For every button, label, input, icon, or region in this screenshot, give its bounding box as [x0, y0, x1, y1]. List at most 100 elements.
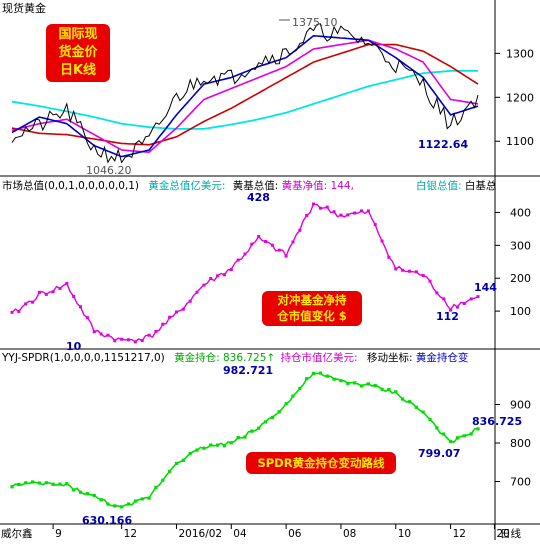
- x-tick-label: 12: [124, 528, 137, 540]
- panel3-series: [10, 371, 480, 509]
- panel1-y-axis: 1300 1200 1100: [495, 47, 534, 148]
- spdr-holdings-point: [448, 439, 453, 444]
- spdr-holdings-point: [78, 490, 83, 494]
- net-value-point: [332, 210, 336, 214]
- spdr-holdings-point: [195, 448, 199, 452]
- net-value-point: [284, 254, 288, 258]
- net-value-point: [37, 290, 41, 294]
- y-tick-label: 1300: [506, 47, 534, 60]
- net-value-point: [92, 330, 96, 334]
- y-tick-label: 200: [510, 272, 531, 285]
- net-value-point: [79, 305, 83, 309]
- spdr-holdings-point: [428, 417, 432, 422]
- spdr-holdings-point: [380, 387, 384, 391]
- net-value-point: [65, 281, 69, 285]
- spdr-holdings-point: [140, 497, 144, 501]
- spdr-holdings-point: [401, 397, 405, 401]
- spdr-holdings-point: [181, 458, 185, 462]
- spdr-holdings-point: [257, 426, 261, 430]
- net-value-point: [435, 291, 439, 295]
- net-value-point: [236, 258, 240, 262]
- net-value-point: [106, 333, 110, 337]
- spdr-holdings-point: [236, 435, 240, 440]
- y-tick-label: 800: [510, 437, 531, 450]
- spdr-holdings-point: [250, 429, 254, 433]
- spdr-holdings-point: [435, 426, 439, 430]
- spdr-holdings-point: [277, 410, 281, 414]
- panel2-gold-fund-net: 黄基净值: 144,: [282, 179, 354, 192]
- panel2-indicator-name: 市场总值(0,0,1,0,0,0,0,0,1): [2, 179, 139, 192]
- net-value-point: [174, 310, 178, 314]
- net-value-point: [10, 310, 14, 314]
- net-value-point: [127, 338, 130, 342]
- price-callout-line: 国际现: [58, 27, 98, 42]
- spdr-holdings-point: [325, 374, 329, 378]
- spdr-low-label: 630.166: [82, 514, 132, 527]
- price-callout-badge: 国际现 货金价 日K线: [46, 24, 110, 82]
- spdr-holdings-point: [65, 482, 69, 486]
- spdr-holdings-point: [24, 481, 28, 485]
- net-value-point: [318, 206, 322, 210]
- net-value-point: [181, 307, 185, 311]
- panel3-indicator-name: YYJ-SPDR(1,0,0,0,0,1151217,0): [1, 352, 165, 364]
- spdr-holdings-point: [305, 377, 309, 381]
- net-value-point: [44, 292, 48, 296]
- net-value-point: [24, 302, 28, 306]
- spdr-high-label: 982.721: [223, 364, 273, 377]
- spdr-holdings-point: [394, 390, 398, 394]
- price-callout-line: 日K线: [59, 63, 97, 78]
- net-value-point: [147, 333, 151, 337]
- panel2-y-axis: 400 300 200 100: [495, 206, 531, 318]
- spdr-holdings-point: [113, 504, 117, 508]
- spdr-last-label: 836.725: [472, 415, 522, 428]
- panel2-silver-fund: 白基总: [465, 179, 497, 192]
- series-line-ma_red: [11, 43, 479, 146]
- net-value-point: [140, 339, 144, 343]
- series-line-ma_cyan: [11, 70, 478, 130]
- net-value-point: [250, 242, 254, 246]
- x-tick-label: 20: [496, 528, 509, 540]
- spdr-holdings-point: [161, 478, 165, 482]
- net-value-point: [85, 316, 89, 320]
- net-value-point: [455, 305, 459, 309]
- spdr-holdings-point: [373, 383, 377, 388]
- y-tick-label: 400: [510, 206, 531, 219]
- spdr-holdings-point: [37, 481, 42, 485]
- net-value-point: [195, 290, 199, 294]
- panel2-gold-value: 黄金总值亿美元:: [148, 179, 225, 192]
- panel2-header-right: 白银总值: 白基总: [416, 179, 497, 192]
- spdr-holdings-point: [168, 469, 172, 473]
- x-axis-left-label: 威尔鑫: [1, 527, 33, 540]
- net-value-point: [168, 315, 172, 319]
- net-value-point: [113, 339, 117, 343]
- spdr-holdings-point: [51, 482, 55, 486]
- net-value-point: [72, 294, 76, 298]
- x-tick-label: 9: [55, 528, 62, 540]
- panel3-y-axis: 900 800 700: [495, 399, 531, 489]
- net-value-point: [401, 268, 405, 272]
- y-tick-label: 1200: [506, 91, 534, 104]
- spdr-holdings-point: [298, 386, 302, 391]
- spdr-callout-badge: SPDR黄金持仓变动路线: [246, 452, 396, 474]
- spdr-holdings-point: [284, 402, 288, 406]
- spdr-holdings-point: [85, 492, 89, 496]
- net-value-point: [387, 255, 391, 259]
- spdr-holdings-point: [346, 381, 350, 385]
- spdr-holdings-point: [332, 377, 336, 381]
- spdr-holdings-point: [311, 371, 316, 376]
- spdr-holdings-point: [339, 379, 343, 383]
- net-callout-line: 仓市值变化 $: [277, 309, 347, 323]
- net-last-label: 144: [474, 281, 497, 294]
- spdr-holdings-point: [17, 482, 21, 487]
- net-value-point: [216, 274, 220, 278]
- net-value-point: [161, 322, 165, 326]
- spdr-holdings-point: [92, 493, 96, 497]
- spdr-holdings-point: [154, 485, 158, 489]
- net-value-point: [469, 297, 473, 301]
- net-value-point: [17, 309, 21, 313]
- panel2-header: 市场总值(0,0,1,0,0,0,0,0,1) 黄金总值亿美元: 黄基总值: 黄…: [2, 179, 354, 192]
- x-tick-label: 04: [233, 528, 247, 540]
- spdr-holdings-point: [291, 394, 295, 398]
- net-value-point: [154, 329, 158, 333]
